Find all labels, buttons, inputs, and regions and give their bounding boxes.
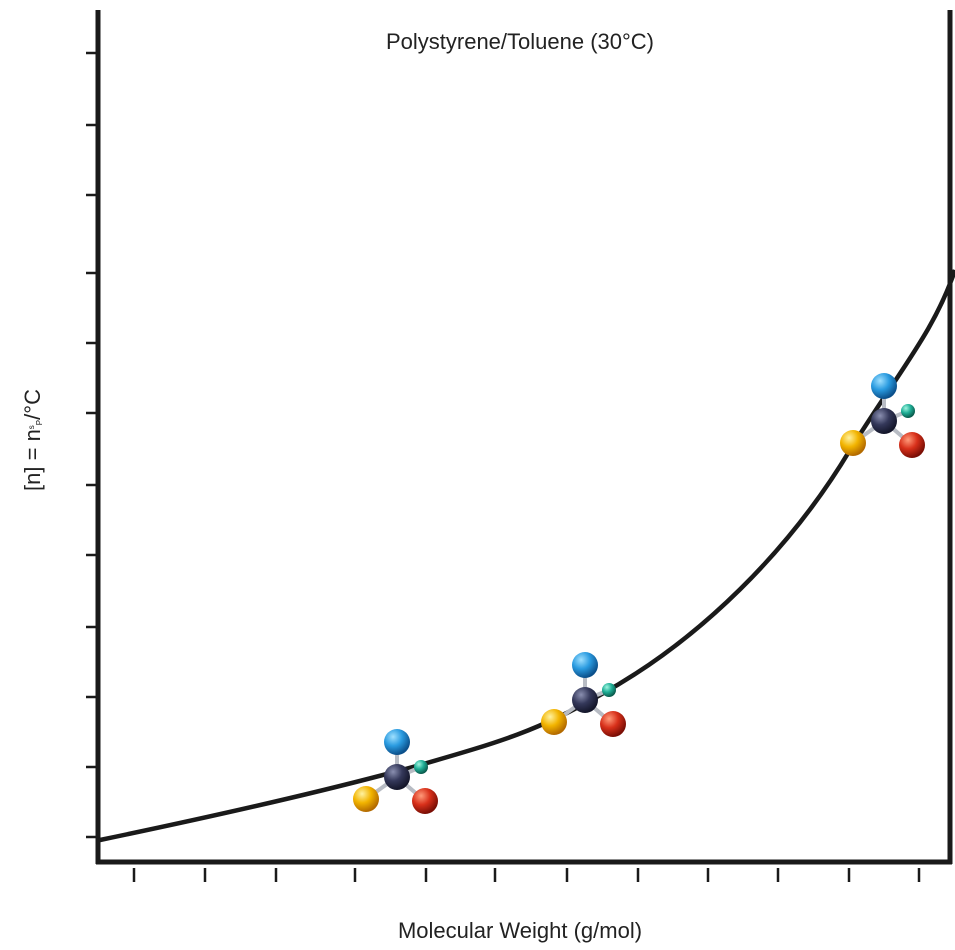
molecule bbox=[351, 727, 440, 816]
ticks bbox=[86, 51, 921, 882]
y-label-main: [n] = n bbox=[20, 429, 45, 491]
y-label-sub: P bbox=[35, 420, 44, 425]
molecule bbox=[838, 371, 927, 460]
title: Polystyrene/Toluene (30°C) bbox=[386, 29, 654, 54]
axes bbox=[95, 10, 953, 865]
y-axis-label: [n] = nsP/°C bbox=[20, 389, 45, 491]
molecule bbox=[539, 650, 628, 739]
y-label-unit: /°C bbox=[20, 389, 45, 420]
y-label-sup: s bbox=[27, 425, 36, 429]
x-axis-label: Molecular Weight (g/mol) bbox=[398, 918, 642, 943]
curve bbox=[99, 269, 955, 843]
